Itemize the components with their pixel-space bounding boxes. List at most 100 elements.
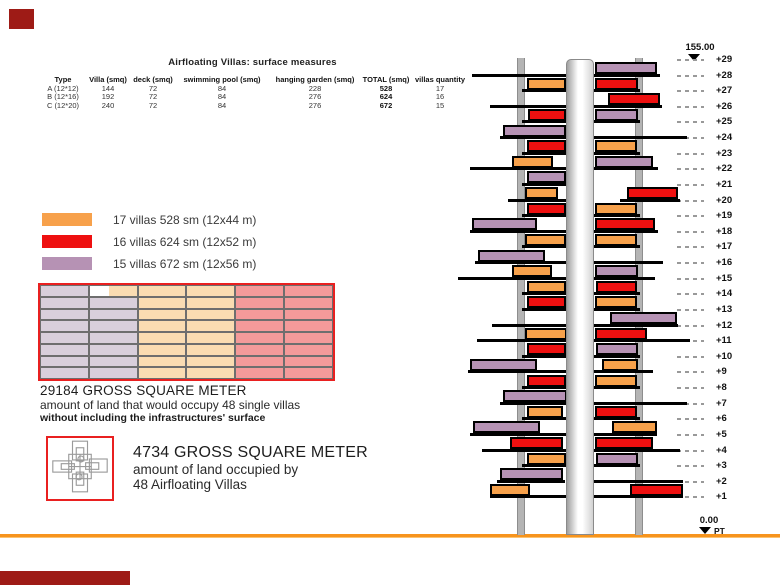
- tower-villa-bar: [503, 390, 567, 403]
- level-leader-dash: [677, 168, 704, 171]
- gross-area-1-line2: amount of land that would occupy 48 sing…: [40, 398, 301, 412]
- table-cell: C (12*20): [46, 100, 80, 110]
- tower-villa-bar: [595, 140, 637, 153]
- grid-cell: [235, 320, 285, 332]
- grid-cell: [137, 308, 187, 321]
- level-leader-dash: [677, 308, 704, 311]
- tower-slab: [594, 432, 657, 436]
- grid-cell: [88, 343, 138, 356]
- tower-villa-bar: [595, 108, 638, 121]
- grid-cell: [186, 320, 236, 332]
- level-label: +6: [716, 413, 727, 425]
- table-cell: 240: [101, 100, 115, 110]
- grid-cell: [40, 285, 89, 297]
- tower-slab: [522, 417, 567, 421]
- surface-measures-table: Type Villa (smq) deck (smq) swimming pool (…: [40, 75, 470, 110]
- table-cell: 84: [217, 92, 227, 102]
- gross-area-2-line3: 48 Airfloating Villas: [133, 477, 247, 492]
- level-label: +5: [716, 428, 727, 440]
- tower-villa-bar: [527, 405, 563, 418]
- level-leader-dash: [677, 246, 704, 249]
- ground-line: [0, 534, 780, 538]
- grid-cell: [186, 343, 236, 356]
- level-leader-dash: [677, 230, 704, 233]
- tower-slab: [594, 354, 640, 358]
- tower-slab: [508, 198, 567, 202]
- legend-label: 15 villas 672 sm (12x56 m): [113, 257, 257, 271]
- tower-slab: [594, 104, 662, 108]
- level-leader-dash: [677, 121, 704, 124]
- tower-slab: [594, 307, 640, 311]
- level-leader-dash: [677, 59, 704, 61]
- gross-area-2-title: 4734 GROSS SQUARE METER: [133, 444, 368, 461]
- level-label: +24: [716, 132, 733, 144]
- tower-slab: [594, 261, 663, 265]
- grid-cell: [137, 296, 187, 309]
- level-label: +7: [716, 397, 727, 409]
- datum-pt-label: PT: [714, 526, 725, 536]
- level-label: +12: [716, 319, 733, 331]
- table-cell: A (12*12): [47, 83, 79, 93]
- level-leader-dash: [677, 324, 704, 327]
- level-label: +20: [716, 194, 733, 206]
- grid-cell: [284, 367, 333, 379]
- tower-villa-bar: [527, 343, 566, 356]
- level-leader-dash: [677, 277, 704, 280]
- table-cell: 15: [435, 100, 445, 110]
- level-leader-dash: [677, 152, 704, 155]
- tower-villa-bar: [596, 452, 638, 465]
- level-label: +19: [716, 210, 733, 222]
- tower-slab: [594, 448, 680, 452]
- grid-cell: [284, 285, 333, 297]
- tower-slab: [594, 245, 640, 249]
- tower-slab: [522, 89, 567, 93]
- tower-slab: [594, 214, 640, 218]
- level-leader-dash: [677, 90, 704, 93]
- table-cell: 672: [379, 100, 393, 110]
- table-header-cell: Villa (smq): [89, 75, 127, 84]
- grid-cell: [40, 367, 89, 379]
- tower-slab: [594, 89, 640, 93]
- bottom-elevation-label: 0.00: [699, 515, 719, 526]
- tower-villa-bar: [525, 233, 566, 246]
- tower-villa-bar: [470, 358, 537, 371]
- tower-slab: [594, 229, 658, 233]
- tower-slab: [470, 167, 567, 171]
- tower-slab: [470, 432, 567, 436]
- level-label: +14: [716, 288, 733, 300]
- legend-item: 15 villas 672 sm (12x56 m): [42, 257, 342, 271]
- level-label: +8: [716, 382, 727, 394]
- gross-area-note-2: 4734 GROSS SQUARE METER amount of land o…: [133, 444, 368, 492]
- level-label: +10: [716, 350, 733, 362]
- level-leader-dash: [677, 215, 704, 218]
- level-leader-dash: [677, 262, 704, 265]
- tower-slab: [594, 417, 640, 421]
- gross-area-2-line2: amount of land occupied by: [133, 462, 299, 477]
- level-label: +1: [716, 491, 727, 503]
- table-header-row: Type Villa (smq) deck (smq) swimming pool (…: [40, 75, 470, 85]
- table-cell: 276: [308, 100, 322, 110]
- tower-villa-bar: [473, 421, 540, 434]
- villa-plan-drawing: [52, 440, 108, 493]
- legend-swatch: [42, 257, 92, 270]
- tower-core-column: [566, 59, 594, 535]
- grid-cell: [88, 332, 138, 344]
- level-label: +11: [716, 335, 732, 347]
- tower-villa-bar: [527, 280, 566, 293]
- tower-slab: [475, 261, 567, 265]
- tower-slab: [522, 292, 567, 296]
- tower-villa-bar: [527, 77, 566, 90]
- level-label: +2: [716, 475, 727, 487]
- level-leader-dash: [677, 105, 704, 108]
- table-cell: 17: [435, 83, 445, 93]
- level-label: +4: [716, 444, 727, 456]
- level-label: +22: [716, 163, 733, 175]
- level-label: +25: [716, 116, 733, 128]
- legend-label: 16 villas 624 sm (12x52 m): [113, 235, 257, 249]
- table-row: B (12*16) 192 72 84 276 624 16: [40, 93, 470, 102]
- tower-villa-bar: [595, 202, 637, 215]
- tower-villa-bar: [595, 77, 638, 90]
- tower-villa-bar: [500, 468, 563, 481]
- tower-villa-bar: [595, 155, 653, 168]
